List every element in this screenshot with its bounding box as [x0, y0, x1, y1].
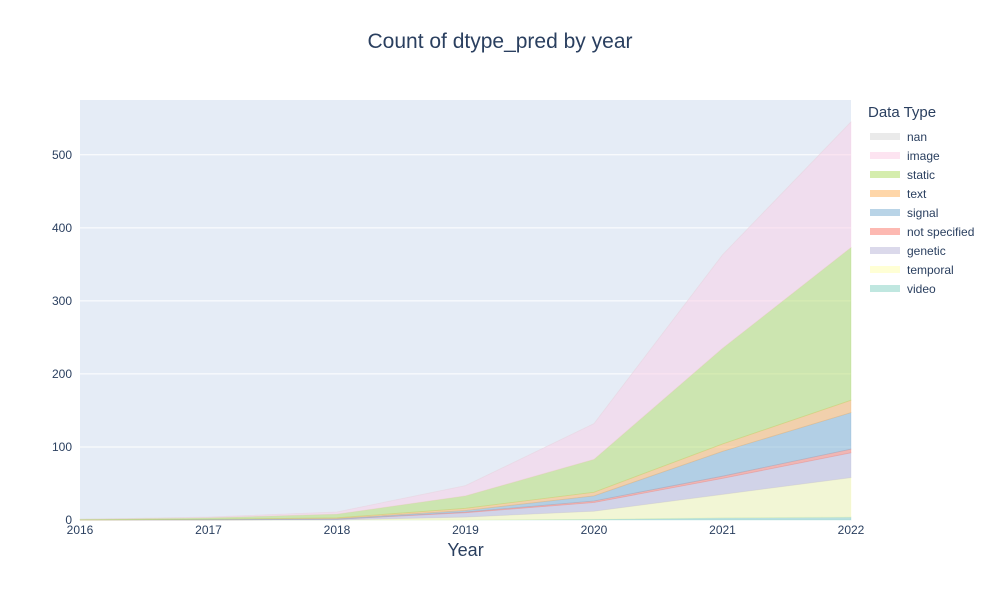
legend-swatch — [870, 209, 900, 216]
legend-item-image[interactable]: image — [868, 146, 974, 165]
legend-swatch — [870, 152, 900, 159]
y-tick-label: 500 — [52, 148, 72, 162]
legend-label: nan — [907, 129, 928, 144]
area-not-specified[interactable] — [80, 448, 852, 521]
legend-item-nan[interactable]: nan — [868, 127, 974, 146]
legend-title: Data Type — [868, 104, 937, 121]
legend-label: signal — [907, 205, 939, 220]
legend-item-not-specified[interactable]: not specified — [868, 222, 974, 241]
x-tick-label: 2017 — [195, 523, 222, 537]
legend-swatch — [870, 190, 900, 197]
legend-item-genetic[interactable]: genetic — [868, 241, 974, 260]
legend-label: video — [907, 281, 936, 296]
legend-label: static — [907, 167, 936, 182]
legend-item-signal[interactable]: signal — [868, 203, 974, 222]
x-tick-label: 2019 — [452, 523, 479, 537]
legend-swatch — [870, 228, 900, 235]
x-tick-label: 2021 — [709, 523, 736, 537]
legend-item-temporal[interactable]: temporal — [868, 260, 974, 279]
chart-title: Count of dtype_pred by year — [367, 30, 633, 53]
legend-item-video[interactable]: video — [868, 279, 974, 298]
legend: Data Type nan image static text signal not sp… — [868, 104, 974, 298]
x-tick-label: 2020 — [581, 523, 608, 537]
legend-label: genetic — [907, 243, 946, 258]
area-genetic[interactable] — [80, 452, 852, 521]
legend-label: image — [907, 148, 940, 163]
legend-item-text[interactable]: text — [868, 184, 974, 203]
area-series — [79, 120, 852, 521]
y-tick-label: 200 — [52, 367, 72, 381]
x-tick-label: 2022 — [838, 523, 865, 537]
area-image[interactable] — [79, 120, 852, 520]
legend-swatch — [870, 171, 900, 178]
legend-label: not specified — [907, 224, 975, 239]
legend-swatch — [870, 133, 900, 140]
y-tick-label: 300 — [52, 294, 72, 308]
y-tick-label: 400 — [52, 221, 72, 235]
axis-ticks: 0 100 200 300 400 500 2016 2017 2018 2019 2020 2021… — [52, 148, 865, 537]
y-tick-label: 100 — [52, 440, 72, 454]
x-tick-label: 2016 — [67, 523, 94, 537]
area-text[interactable] — [79, 399, 852, 521]
legend-swatch — [870, 247, 900, 254]
legend-label: text — [907, 186, 927, 201]
legend-swatch — [870, 266, 900, 273]
legend-item-static[interactable]: static — [868, 165, 974, 184]
y-tick-label: 0 — [65, 513, 72, 527]
legend-items: nan image static text signal not specified gen… — [868, 127, 974, 298]
legend-label: temporal — [907, 262, 954, 277]
x-axis-label: Year — [447, 540, 484, 560]
x-tick-label: 2018 — [324, 523, 351, 537]
legend-swatch — [870, 285, 900, 292]
